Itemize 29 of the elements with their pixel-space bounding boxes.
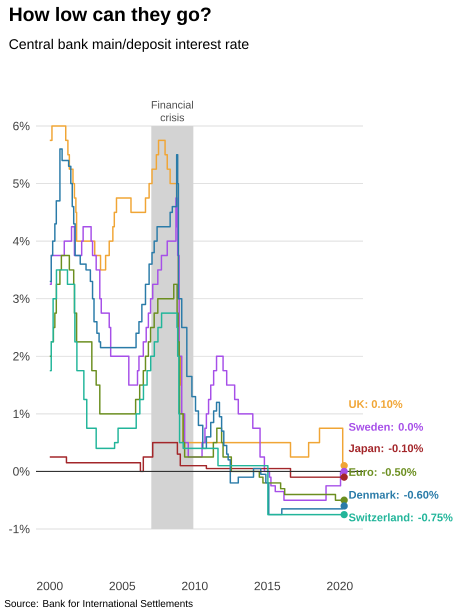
y-tick-label: 2% <box>13 352 30 361</box>
x-tick-label: 2010 <box>182 582 208 590</box>
y-tick-label: 3% <box>13 294 30 303</box>
x-tick-label: 2015 <box>254 582 280 590</box>
series-label: Japan: -0.10% <box>348 444 424 454</box>
chart-subtitle: Central bank main/deposit interest rate <box>9 38 248 52</box>
point <box>340 496 348 504</box>
y-tick-label: 4% <box>12 236 30 246</box>
y-tick-label: 1% <box>14 410 30 418</box>
y-tick-label: 5% <box>13 179 30 188</box>
x-tick-label: 2020 <box>327 582 353 590</box>
series-label: Switzerland: -0.75% <box>348 513 453 522</box>
point <box>340 462 348 470</box>
series-label: Denmark: -0.60% <box>349 490 438 499</box>
band-label: Financial crisis <box>152 100 193 122</box>
y-tick-label: 0% <box>13 467 30 476</box>
y-tick-label: 6% <box>13 122 30 130</box>
text: Sweden: 0.0% <box>348 422 424 431</box>
y-tick-label: -1% <box>9 524 30 534</box>
point <box>340 474 348 481</box>
series-label: Euro: -0.50% <box>349 468 416 476</box>
x-tick-label: 2000 <box>37 582 63 590</box>
point <box>340 468 348 476</box>
chart-title: How low can they go? <box>10 6 211 26</box>
x-tick-label: 2005 <box>110 582 136 590</box>
source-note: Source: Bank for International Settlements <box>4 600 193 608</box>
series-label: UK: 0.10% <box>349 400 402 408</box>
point <box>340 510 348 518</box>
point <box>340 502 348 510</box>
